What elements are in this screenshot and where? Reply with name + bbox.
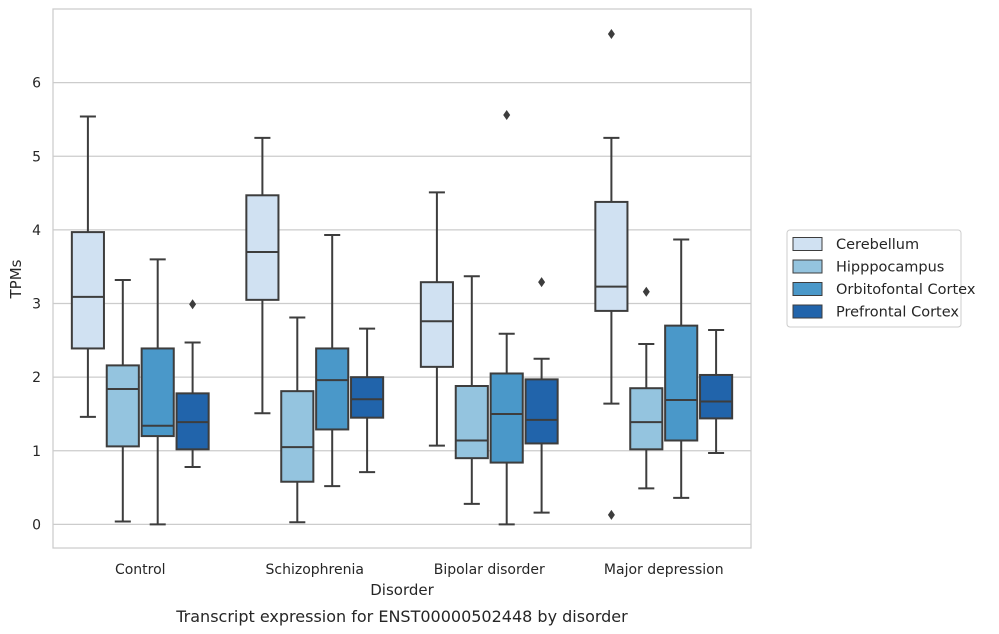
y-tick-label: 4 [32,223,41,239]
box-iqr [454,385,489,460]
outlier-marker [642,286,650,297]
legend-label: Orbitofontal Cortex [836,282,976,298]
plot-area-frame [52,8,752,549]
legend-item-orbitofontal-cortex: Orbitofontal Cortex [792,282,976,298]
x-tick-label: Bipolar disorder [434,562,545,578]
box-orbitofontal-cortex-control [140,258,175,526]
box-orbitofontal-cortex-bipolar-disorder [489,110,524,526]
box-cerebellum-control [70,115,105,418]
box-iqr [699,373,734,420]
box-cerebellum-schizophrenia [245,136,280,415]
box-prefrontal-cortex-control [175,299,210,469]
box-orbitofontal-cortex-schizophrenia [315,234,350,488]
box-hipppocampus-schizophrenia [280,316,315,524]
x-axis-label: Disorder [370,581,434,599]
box-orbitofontal-cortex-major-depression [664,238,699,499]
y-axis-label: TPMs [7,259,25,299]
box-iqr [105,364,140,448]
legend-label: Prefrontal Cortex [836,305,959,321]
y-tick-label: 3 [32,297,41,313]
box-iqr [524,378,559,445]
legend-item-prefrontal-cortex: Prefrontal Cortex [792,304,959,321]
legend-label: Cerebellum [836,237,919,253]
x-axis-ticks: Control Schizophrenia Bipolar disorder Majo… [115,562,724,578]
x-tick-label: Major depression [604,562,724,578]
box-prefrontal-cortex-bipolar-disorder [524,277,559,514]
x-tick-label: Schizophrenia [266,562,364,578]
legend-frame [786,229,962,328]
box-iqr [350,376,385,419]
box-iqr [629,387,664,451]
box-hipppocampus-major-depression [629,286,664,490]
y-tick-label: 0 [32,517,41,533]
box-hipppocampus-bipolar-disorder [454,275,489,505]
box-prefrontal-cortex-schizophrenia [350,327,385,474]
box-iqr [70,231,105,350]
box-iqr [594,200,629,312]
box-cerebellum-major-depression [594,29,629,520]
y-tick-label: 2 [32,370,41,386]
y-tick-label: 5 [32,149,41,165]
box-iqr [140,347,175,438]
legend: Cerebellum Hipppocampus Orbitofontal Corte… [786,229,976,328]
box-iqr [315,347,350,431]
box-iqr [419,281,454,368]
legend-label: Hipppocampus [836,260,944,276]
y-tick-label: 1 [32,444,41,460]
chart-caption: Transcript expression for ENST0000050244… [175,607,628,626]
legend-item-hipppocampus: Hipppocampus [792,259,944,276]
y-axis-ticks: 0 1 2 3 4 5 6 [32,76,41,534]
outlier-marker [607,29,615,40]
y-tick-label: 6 [32,76,41,92]
box-hipppocampus-control [105,278,140,523]
legend-swatch [792,237,823,251]
boxes [70,29,734,526]
box-prefrontal-cortex-major-depression [699,329,734,455]
box-iqr [280,390,315,483]
outlier-marker [503,110,511,121]
legend-item-cerebellum: Cerebellum [792,237,919,253]
legend-swatch [792,282,823,296]
outlier-marker [607,509,615,520]
box-iqr [489,372,524,464]
box-iqr [245,194,280,301]
outlier-marker [538,277,546,288]
x-tick-label: Control [115,562,166,578]
outlier-marker [189,299,197,310]
legend-swatch [792,304,823,319]
legend-swatch [792,259,823,274]
box-iqr [664,324,699,442]
box-cerebellum-bipolar-disorder [419,191,454,447]
